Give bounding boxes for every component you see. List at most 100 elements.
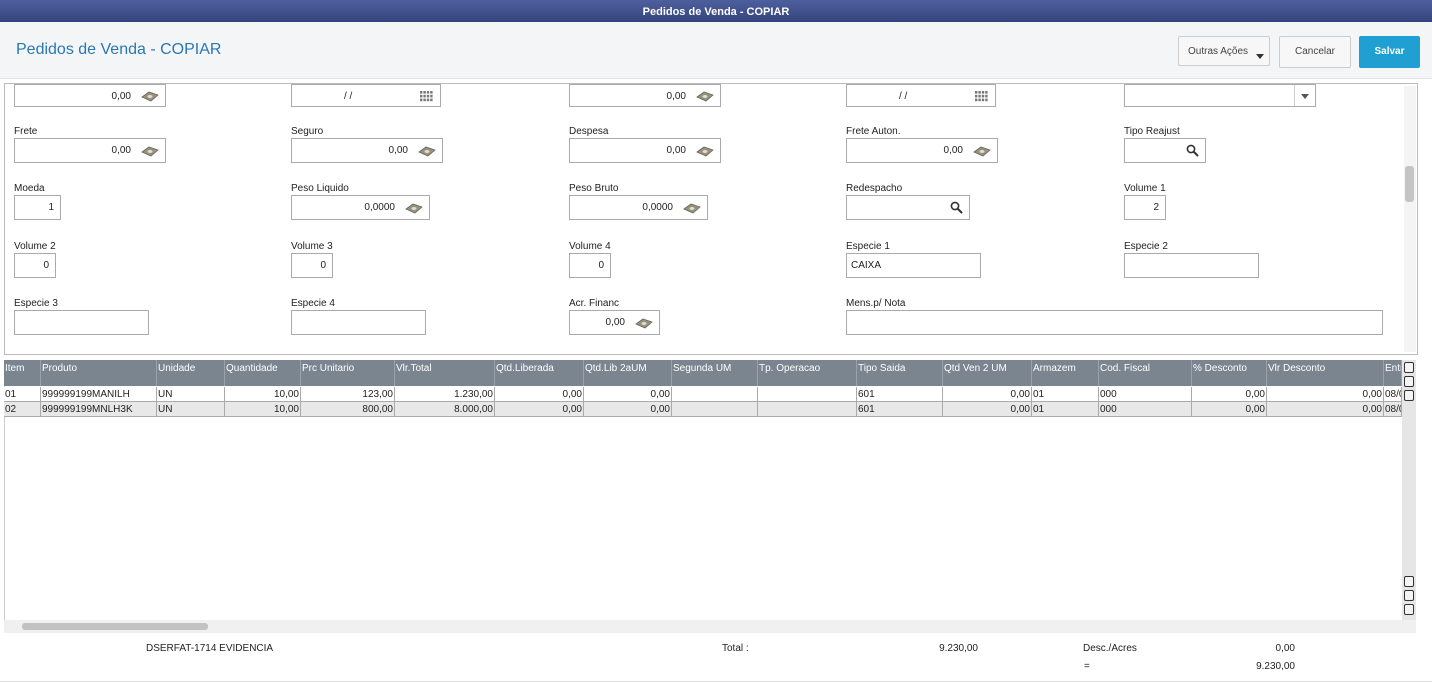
column-header[interactable]: Qtd Ven 2 UM bbox=[943, 360, 1032, 386]
scroll-button[interactable] bbox=[1404, 604, 1414, 615]
text-field[interactable] bbox=[1124, 138, 1206, 163]
text-field[interactable]: 0 bbox=[291, 253, 333, 278]
column-header[interactable]: Prc Unitario bbox=[301, 360, 395, 386]
grid-cell[interactable]: 0,00 bbox=[943, 402, 1032, 417]
text-field[interactable]: 0,00 bbox=[291, 138, 443, 163]
column-header[interactable]: Segunda UM bbox=[672, 360, 758, 386]
column-header[interactable]: Cod. Fiscal bbox=[1099, 360, 1192, 386]
text-field[interactable]: 0,0000 bbox=[569, 195, 708, 220]
column-header[interactable]: Produto bbox=[41, 360, 157, 386]
grid-cell[interactable]: 0,00 bbox=[1267, 387, 1384, 402]
grid-cell[interactable]: 0,00 bbox=[495, 402, 584, 417]
grid-cell[interactable]: 10,00 bbox=[225, 387, 301, 402]
column-header[interactable]: Vlr Desconto bbox=[1267, 360, 1384, 386]
grid-cell[interactable]: 0,00 bbox=[584, 402, 672, 417]
text-field[interactable]: 0,00 bbox=[14, 138, 166, 163]
grid-cell[interactable]: 08/0 bbox=[1384, 402, 1402, 417]
money-icon[interactable] bbox=[973, 139, 991, 162]
grid-cell[interactable]: 999999199MANILH bbox=[41, 387, 157, 402]
money-icon[interactable] bbox=[141, 85, 159, 106]
money-icon[interactable] bbox=[683, 196, 701, 219]
grid-cell[interactable]: 10,00 bbox=[225, 402, 301, 417]
money-icon[interactable] bbox=[696, 85, 714, 106]
grid-cell[interactable]: 601 bbox=[857, 387, 943, 402]
column-header[interactable]: Qtd.Liberada bbox=[495, 360, 584, 386]
calendar-icon[interactable] bbox=[420, 85, 434, 106]
grid-cell[interactable]: 800,00 bbox=[301, 402, 395, 417]
column-header[interactable]: Qtd.Lib 2aUM bbox=[584, 360, 672, 386]
grid-cell[interactable]: 8.000,00 bbox=[395, 402, 495, 417]
text-field[interactable]: 0 bbox=[14, 253, 56, 278]
grid-cell[interactable] bbox=[672, 387, 758, 402]
grid-cell[interactable]: 123,00 bbox=[301, 387, 395, 402]
text-field[interactable]: / / bbox=[846, 84, 996, 107]
button[interactable]: Outras Ações bbox=[1178, 36, 1270, 66]
text-field[interactable] bbox=[1124, 253, 1259, 278]
money-icon[interactable] bbox=[418, 139, 436, 162]
text-field[interactable] bbox=[291, 310, 426, 335]
grid-cell[interactable] bbox=[672, 402, 758, 417]
text-field[interactable]: 1 bbox=[14, 195, 61, 220]
scroll-button[interactable] bbox=[1404, 362, 1414, 373]
text-field[interactable]: 0 bbox=[569, 253, 611, 278]
text-field[interactable] bbox=[846, 310, 1383, 335]
grid-cell[interactable]: 000 bbox=[1099, 402, 1192, 417]
money-icon[interactable] bbox=[635, 311, 653, 334]
text-field[interactable] bbox=[1124, 84, 1316, 107]
grid-cell[interactable]: 0,00 bbox=[584, 387, 672, 402]
grid-cell[interactable] bbox=[758, 387, 857, 402]
text-field[interactable]: 0,00 bbox=[569, 138, 721, 163]
column-header[interactable]: Unidade bbox=[157, 360, 225, 386]
column-header[interactable]: Armazem bbox=[1032, 360, 1099, 386]
text-field[interactable]: 0,00 bbox=[846, 138, 998, 163]
grid-cell[interactable]: 601 bbox=[857, 402, 943, 417]
money-icon[interactable] bbox=[141, 139, 159, 162]
text-field[interactable] bbox=[14, 310, 149, 335]
grid-cell[interactable]: 0,00 bbox=[1192, 402, 1267, 417]
grid-cell[interactable]: UN bbox=[157, 402, 225, 417]
calendar-icon[interactable] bbox=[975, 85, 989, 106]
scroll-button[interactable] bbox=[1404, 590, 1414, 601]
column-header[interactable]: Item bbox=[4, 360, 41, 386]
grid-cell[interactable]: 01 bbox=[4, 387, 41, 402]
grid-cell[interactable]: 08/0 bbox=[1384, 387, 1402, 402]
text-field[interactable]: / / bbox=[291, 84, 441, 107]
money-icon[interactable] bbox=[696, 139, 714, 162]
button[interactable]: Cancelar bbox=[1279, 36, 1351, 68]
scroll-button[interactable] bbox=[1404, 376, 1414, 387]
search-icon[interactable] bbox=[1186, 139, 1199, 162]
text-field[interactable]: 2 bbox=[1124, 195, 1166, 220]
form-scrollbar[interactable] bbox=[1404, 86, 1416, 352]
grid-cell[interactable]: 1.230,00 bbox=[395, 387, 495, 402]
scroll-button[interactable] bbox=[1404, 390, 1414, 401]
grid-cell[interactable] bbox=[758, 402, 857, 417]
column-header[interactable]: Entr bbox=[1384, 360, 1402, 386]
column-header[interactable]: Tipo Saida bbox=[857, 360, 943, 386]
grid-cell[interactable]: 0,00 bbox=[495, 387, 584, 402]
dropdown-icon[interactable] bbox=[1294, 85, 1315, 106]
grid-hscroll[interactable] bbox=[4, 620, 1416, 633]
text-field[interactable]: 0,0000 bbox=[291, 195, 430, 220]
column-header[interactable]: % Desconto bbox=[1192, 360, 1267, 386]
grid-cell[interactable]: 0,00 bbox=[1267, 402, 1384, 417]
grid-cell[interactable]: 0,00 bbox=[943, 387, 1032, 402]
column-header[interactable]: Quantidade bbox=[225, 360, 301, 386]
scroll-button[interactable] bbox=[1404, 576, 1414, 587]
grid-vscroll[interactable] bbox=[1402, 360, 1416, 620]
grid-cell[interactable]: 999999199MNLH3K bbox=[41, 402, 157, 417]
text-field[interactable]: 0,00 bbox=[569, 84, 721, 107]
text-field[interactable]: CAIXA bbox=[846, 253, 981, 278]
column-header[interactable]: Tp. Operacao bbox=[758, 360, 857, 386]
money-icon[interactable] bbox=[405, 196, 423, 219]
text-field[interactable]: 0,00 bbox=[14, 84, 166, 107]
grid-cell[interactable]: 01 bbox=[1032, 387, 1099, 402]
grid-cell[interactable]: 000 bbox=[1099, 387, 1192, 402]
column-header[interactable]: Vlr.Total bbox=[395, 360, 495, 386]
button[interactable]: Salvar bbox=[1359, 36, 1420, 68]
text-field[interactable] bbox=[846, 195, 970, 220]
grid-cell[interactable]: 0,00 bbox=[1192, 387, 1267, 402]
grid-cell[interactable]: 02 bbox=[4, 402, 41, 417]
search-icon[interactable] bbox=[950, 196, 963, 219]
grid-cell[interactable]: 01 bbox=[1032, 402, 1099, 417]
grid-cell[interactable]: UN bbox=[157, 387, 225, 402]
